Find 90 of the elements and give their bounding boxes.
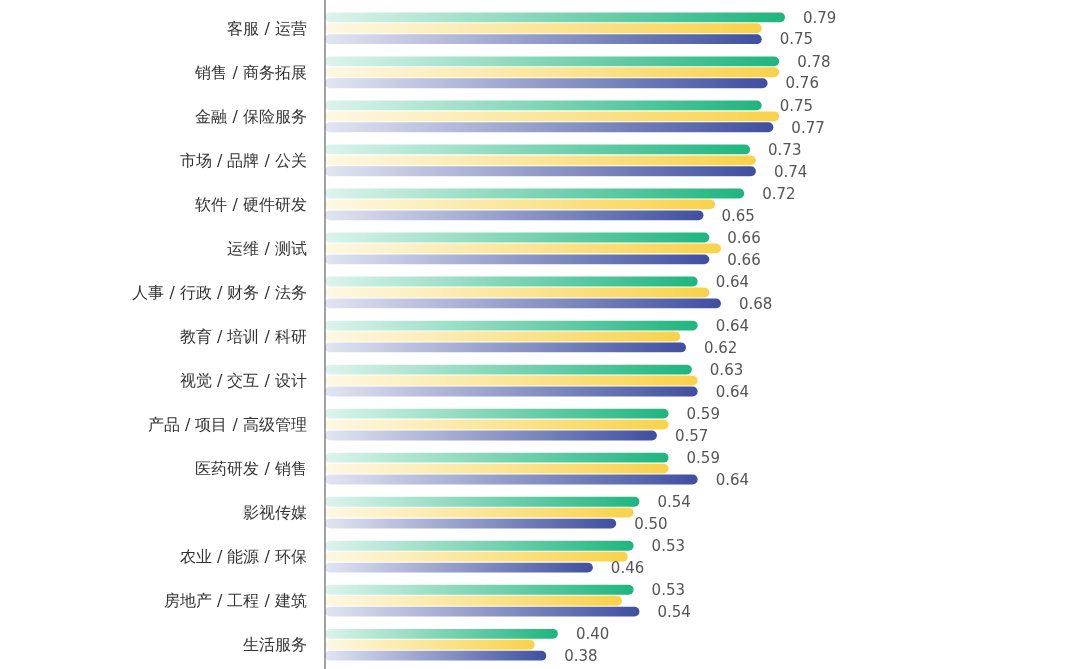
y-tick-label: 影视传媒	[243, 503, 307, 523]
data-label: 0.73	[768, 140, 802, 159]
y-tick-label: 销售 / 商务拓展	[194, 62, 307, 82]
y-tick-label: 生活服务	[243, 635, 307, 655]
data-label: 0.68	[738, 294, 773, 313]
data-label: 0.59	[686, 448, 720, 467]
data-label: 0.64	[715, 316, 750, 335]
bar	[325, 100, 762, 111]
data-label: 0.46	[610, 558, 645, 577]
bar	[325, 584, 634, 595]
bar	[325, 243, 721, 254]
bar	[325, 34, 762, 45]
data-label: 0.79	[803, 8, 837, 27]
bar	[325, 199, 716, 210]
bar	[325, 122, 774, 133]
y-tick-label: 市场 / 品牌 / 公关	[179, 150, 307, 170]
data-label: 0.63	[709, 360, 744, 379]
bar	[325, 210, 704, 221]
bar	[325, 320, 698, 331]
bar	[325, 232, 710, 243]
bar	[325, 56, 780, 67]
bar	[325, 606, 640, 617]
data-label: 0.50	[634, 514, 668, 533]
bar	[325, 639, 535, 650]
bar	[325, 551, 628, 562]
y-tick-label: 农业 / 能源 / 环保	[179, 547, 307, 567]
data-label: 0.78	[797, 52, 831, 71]
y-tick-label: 人事 / 行政 / 财务 / 法务	[132, 283, 307, 303]
data-label: 0.59	[686, 404, 720, 423]
bar	[325, 430, 657, 441]
bar	[325, 452, 669, 463]
bar	[325, 67, 780, 78]
data-label: 0.53	[651, 581, 686, 600]
bar	[325, 276, 698, 287]
bar	[325, 518, 617, 529]
data-label: 0.62	[704, 338, 738, 357]
bar	[325, 155, 756, 166]
data-label: 0.40	[575, 625, 610, 644]
bar	[325, 331, 681, 342]
bar	[325, 12, 785, 23]
bar	[325, 166, 756, 177]
data-label: 0.38	[564, 646, 598, 665]
bar	[325, 375, 698, 386]
bar	[325, 474, 698, 485]
y-tick-label: 视觉 / 交互 / 设计	[179, 371, 307, 391]
y-tick-label: 金融 / 保险服务	[195, 106, 307, 126]
y-tick-label: 医药研发 / 销售	[195, 459, 307, 479]
data-label: 0.74	[773, 162, 808, 181]
data-label: 0.72	[762, 184, 796, 203]
bar	[325, 254, 710, 265]
bar	[325, 419, 669, 430]
bar	[325, 364, 692, 375]
y-tick-label: 教育 / 培训 / 科研	[179, 327, 307, 347]
bar	[325, 188, 745, 199]
bar	[325, 496, 640, 507]
data-label: 0.65	[721, 206, 755, 225]
bar	[325, 540, 634, 551]
bar	[325, 562, 593, 573]
data-label: 0.66	[727, 250, 761, 269]
bar	[325, 408, 669, 419]
y-tick-label: 客服 / 运营	[227, 18, 307, 38]
bar	[325, 111, 780, 122]
data-label: 0.75	[779, 96, 814, 115]
data-label: 0.64	[715, 382, 750, 401]
data-label: 0.75	[779, 30, 814, 49]
data-label: 0.57	[674, 426, 709, 445]
bar	[325, 507, 634, 518]
data-label: 0.66	[727, 228, 761, 247]
bar	[325, 23, 762, 34]
data-label: 0.76	[785, 74, 819, 93]
bar	[325, 342, 687, 353]
bar	[325, 287, 710, 298]
bar	[325, 144, 751, 155]
data-label: 0.54	[657, 602, 691, 621]
y-tick-label: 软件 / 硬件研发	[195, 195, 307, 214]
bar	[325, 595, 622, 606]
y-tick-label: 产品 / 项目 / 高级管理	[147, 415, 307, 435]
data-label: 0.53	[651, 536, 686, 555]
data-label: 0.64	[715, 470, 750, 489]
y-tick-label: 运维 / 测试	[227, 239, 307, 259]
bar	[325, 78, 768, 89]
bar	[325, 298, 721, 309]
data-label: 0.77	[791, 118, 825, 137]
bar	[325, 650, 547, 661]
data-label: 0.54	[657, 492, 691, 511]
y-tick-label: 房地产 / 工程 / 建筑	[163, 591, 307, 611]
bar	[325, 628, 558, 639]
bar	[325, 386, 698, 397]
data-label: 0.64	[715, 272, 750, 291]
bar	[325, 463, 669, 474]
